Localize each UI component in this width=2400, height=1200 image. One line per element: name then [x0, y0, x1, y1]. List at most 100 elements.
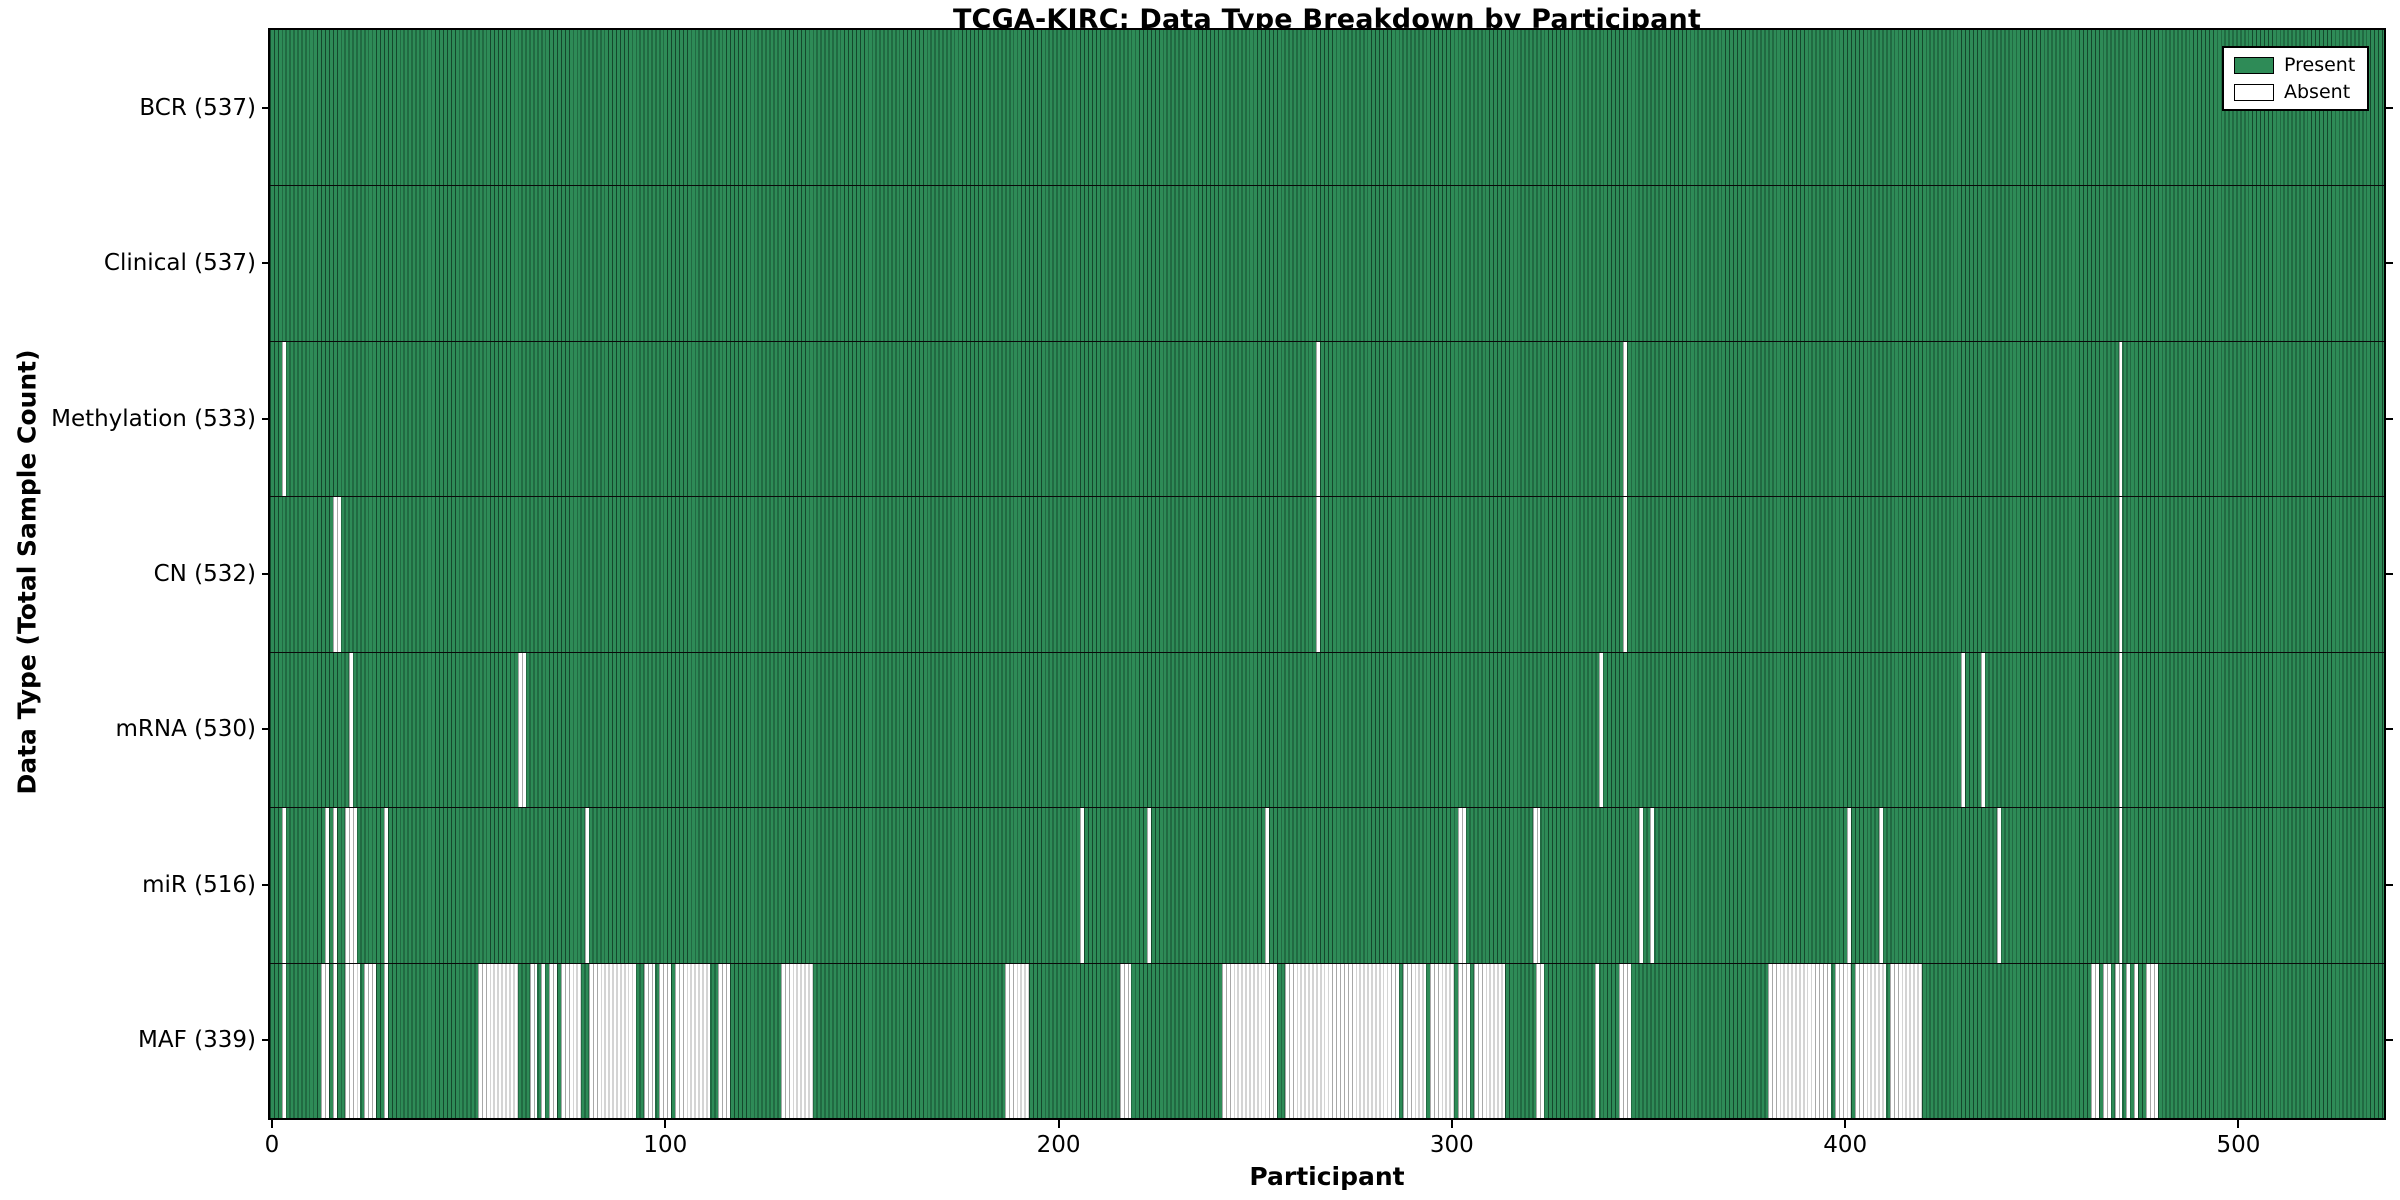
- legend: Present Absent: [2222, 46, 2370, 111]
- absent-bar: [1119, 963, 1132, 1118]
- x-tick-label: 300: [1429, 1132, 1474, 1158]
- y-tick-label-cn: CN (532): [153, 561, 256, 587]
- absent-bar: [781, 963, 813, 1118]
- y-tick: [2386, 106, 2393, 109]
- absent-bar: [675, 963, 711, 1118]
- absent-bar: [1284, 963, 1399, 1118]
- absent-bar: [1878, 808, 1883, 963]
- x-tick: [1450, 1118, 1453, 1128]
- row-band-mir: [270, 807, 2384, 963]
- absent-bar: [325, 808, 329, 963]
- x-tick: [1844, 1118, 1847, 1128]
- absent-bar: [1855, 963, 1887, 1118]
- x-tick-label: 100: [643, 1132, 688, 1158]
- absent-bar: [1147, 808, 1151, 963]
- absent-bar: [1265, 808, 1269, 963]
- absent-bar: [332, 963, 337, 1118]
- x-tick-label: 200: [1036, 1132, 1081, 1158]
- y-tick: [262, 106, 270, 109]
- y-tick: [262, 1039, 270, 1042]
- absent-bar: [1961, 652, 1966, 808]
- y-tick: [2386, 417, 2393, 420]
- legend-item-absent: Absent: [2234, 82, 2355, 102]
- absent-bar: [1835, 963, 1852, 1118]
- y-tick: [2386, 1039, 2393, 1042]
- y-tick-label-bcr: BCR (537): [139, 94, 256, 121]
- absent-bar: [1890, 963, 1922, 1118]
- absent-bar: [517, 652, 526, 808]
- y-tick: [2386, 573, 2393, 575]
- absent-bar: [1622, 341, 1627, 497]
- row-band-maf: [270, 962, 2384, 1118]
- absent-bar: [588, 963, 636, 1118]
- row-band-methylation: [270, 340, 2384, 497]
- absent-bar: [2118, 652, 2123, 808]
- absent-bar: [561, 963, 581, 1118]
- absent-bar: [364, 963, 377, 1118]
- y-tick: [2386, 728, 2393, 731]
- absent-bar: [1430, 963, 1454, 1118]
- row-band-cn: [270, 496, 2384, 652]
- absent-bar: [1996, 808, 2001, 963]
- absent-bar: [384, 808, 388, 963]
- absent-bar: [643, 963, 656, 1118]
- absent-bar: [1316, 341, 1321, 497]
- legend-swatch-present: [2234, 56, 2274, 74]
- absent-bar: [1532, 808, 1541, 963]
- absent-bar: [1768, 963, 1832, 1118]
- absent-bar: [1316, 497, 1321, 652]
- absent-bar: [2118, 497, 2123, 652]
- x-tick: [1057, 1118, 1060, 1128]
- absent-bar: [321, 963, 329, 1118]
- absent-bar: [584, 808, 589, 963]
- legend-item-present: Present: [2234, 55, 2355, 75]
- y-tick: [262, 262, 270, 265]
- legend-swatch-absent: [2234, 83, 2274, 101]
- absent-bar: [1847, 808, 1852, 963]
- absent-bar: [281, 341, 286, 497]
- absent-bar: [529, 963, 538, 1118]
- y-tick-label-mir: miR (516): [142, 871, 256, 898]
- absent-bar: [1980, 652, 1985, 808]
- absent-bar: [1599, 652, 1604, 808]
- absent-bar: [384, 963, 388, 1118]
- absent-bar: [1080, 808, 1085, 963]
- absent-bar: [1402, 963, 1427, 1118]
- row-band-bcr: [270, 30, 2384, 186]
- absent-bar: [348, 652, 353, 808]
- absent-bar: [1473, 963, 1505, 1118]
- absent-bar: [2102, 963, 2111, 1118]
- x-tick-label: 400: [1823, 1132, 1868, 1158]
- absent-bar: [344, 808, 357, 963]
- y-tick: [262, 417, 270, 420]
- x-tick: [2237, 1118, 2240, 1128]
- absent-bar: [1650, 808, 1655, 963]
- y-axis-label-text: Data Type (Total Sample Count): [12, 349, 42, 795]
- row-band-mrna: [270, 651, 2384, 808]
- absent-bar: [332, 808, 337, 963]
- y-tick: [2386, 883, 2393, 886]
- x-tick: [664, 1118, 667, 1128]
- y-tick: [2386, 262, 2393, 265]
- absent-bar: [2090, 963, 2099, 1118]
- legend-label: Absent: [2284, 81, 2351, 103]
- absent-bar: [2114, 963, 2123, 1118]
- absent-bar: [332, 497, 341, 652]
- y-tick-label-methylation: Methylation (533): [51, 405, 256, 432]
- absent-bar: [2126, 963, 2131, 1118]
- absent-bar: [2118, 341, 2123, 497]
- absent-bar: [2146, 963, 2158, 1118]
- absent-bar: [1005, 963, 1030, 1118]
- absent-bar: [1619, 963, 1631, 1118]
- absent-bar: [549, 963, 558, 1118]
- y-tick: [262, 883, 270, 886]
- absent-bar: [718, 963, 731, 1118]
- absent-bar: [1536, 963, 1545, 1118]
- absent-bar: [1457, 963, 1470, 1118]
- absent-bar: [1638, 808, 1643, 963]
- absent-bar: [1622, 497, 1627, 652]
- y-tick-label-mrna: mRNA (530): [115, 716, 256, 743]
- absent-bar: [2118, 808, 2123, 963]
- y-tick-label-maf: MAF (339): [138, 1027, 256, 1054]
